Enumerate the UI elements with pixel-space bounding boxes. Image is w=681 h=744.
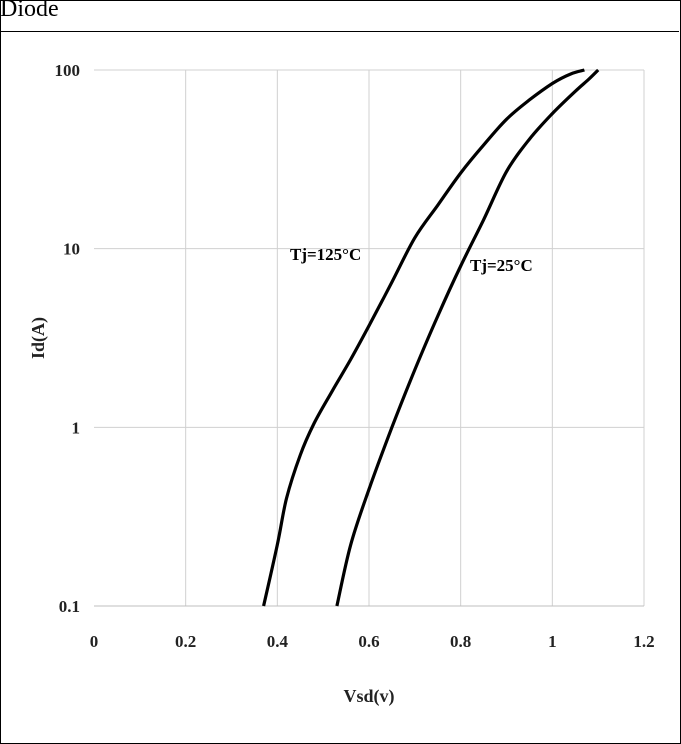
series-line-tj25 bbox=[335, 68, 600, 607]
y-tick-label: 100 bbox=[55, 61, 81, 80]
chart-header-title: Diode bbox=[0, 0, 59, 22]
y-tick-label: 1 bbox=[72, 418, 81, 437]
series-label-tj25: Tj=25°C bbox=[470, 256, 533, 275]
x-tick-label: 0.2 bbox=[175, 632, 196, 651]
y-tick-label: 10 bbox=[63, 240, 80, 259]
y-tick-label: 0.1 bbox=[59, 597, 80, 616]
grid bbox=[94, 69, 645, 607]
x-tick-label: 0.8 bbox=[450, 632, 471, 651]
curves bbox=[262, 68, 600, 607]
series-line-tj125 bbox=[262, 68, 585, 607]
x-tick-label: 1.2 bbox=[633, 632, 654, 651]
x-axis-title: Vsd(v) bbox=[343, 686, 394, 707]
x-tick-label: 0.4 bbox=[267, 632, 289, 651]
x-tick-label: 0 bbox=[90, 632, 99, 651]
header-row: Diode bbox=[0, 0, 679, 32]
tick-labels: 0 0.2 0.4 0.6 0.8 1 1.2 0.1 1 10 100 bbox=[55, 61, 655, 651]
series-label-tj125: Tj=125°C bbox=[290, 245, 361, 264]
x-tick-label: 1 bbox=[548, 632, 557, 651]
x-tick-label: 0.6 bbox=[358, 632, 379, 651]
y-axis-title: Id(A) bbox=[28, 317, 49, 359]
